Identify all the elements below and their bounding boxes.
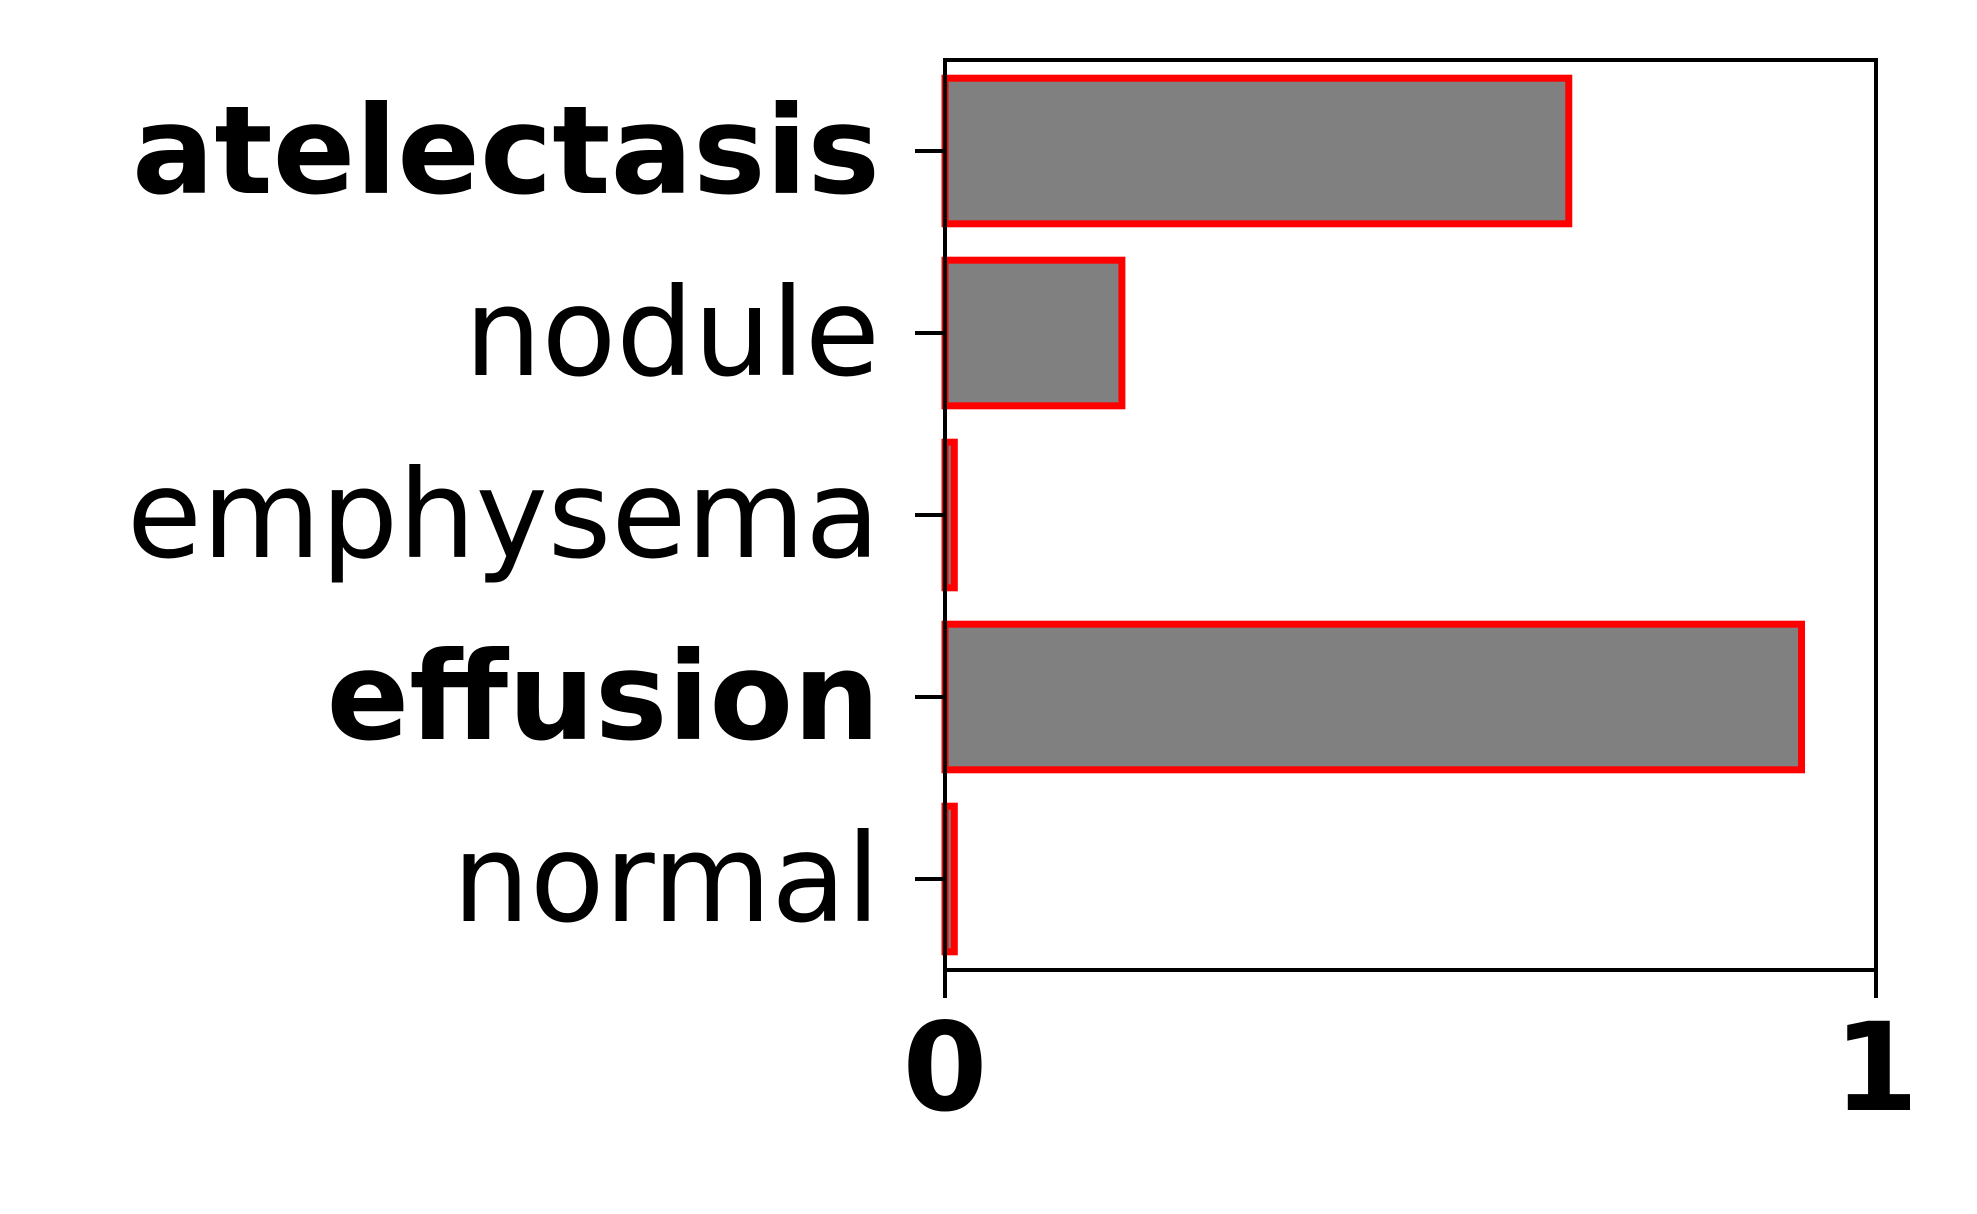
y-tick-labels: atelectasis nodule emphysema effusion normal [127,80,880,950]
bars-group [941,74,1806,956]
y-tick-label-effusion: effusion [326,626,880,768]
y-tick-label-atelectasis: atelectasis [132,80,880,222]
x-tick-label-1: 1 [1834,997,1919,1139]
x-tick-label-0: 0 [903,997,988,1139]
bar-nodule [941,256,1126,410]
bar-atelectasis [941,74,1573,228]
y-tick-label-emphysema: emphysema [127,444,880,586]
plot-frame [943,58,1878,972]
y-tick-label-nodule: nodule [464,262,880,404]
axes-group [915,58,1878,998]
bar-effusion [941,620,1806,774]
y-tick-label-normal: normal [453,808,880,950]
